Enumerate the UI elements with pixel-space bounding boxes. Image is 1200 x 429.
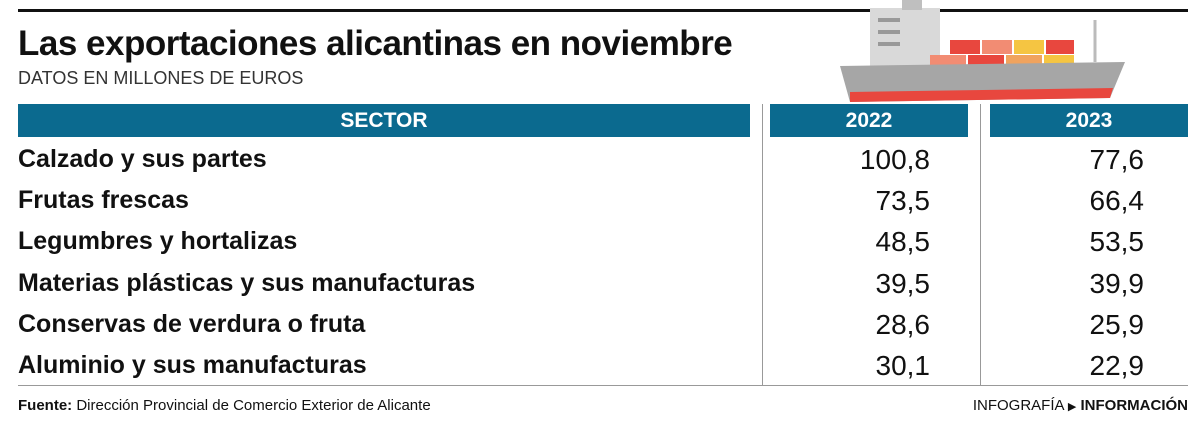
subtitle: DATOS EN MILLONES DE EUROS xyxy=(18,68,304,88)
cell-value: 39,5 xyxy=(875,267,931,299)
column-divider xyxy=(980,104,981,386)
cell-value: 66,4 xyxy=(1089,185,1145,217)
ship-illustration xyxy=(840,0,1125,102)
column-divider xyxy=(762,104,763,386)
column-header: SECTOR xyxy=(18,104,750,137)
cell-value: 77,6 xyxy=(1089,144,1145,175)
top-rule xyxy=(18,9,1188,12)
source: Fuente: Dirección Provincial de Comercio… xyxy=(18,397,431,414)
credit-brand: INFORMACIÓN xyxy=(1080,397,1189,414)
row-label: Conservas de verdura o fruta xyxy=(18,309,366,338)
row-label: Materias plásticas y sus manufacturas xyxy=(18,268,476,297)
source-label: Fuente: xyxy=(18,397,73,414)
column-header: 2023 xyxy=(990,104,1188,137)
cell-value: 73,5 xyxy=(875,185,931,217)
cell-value: 48,5 xyxy=(875,226,931,258)
row-label: Legumbres y hortalizas xyxy=(18,227,298,256)
cell-value: 53,5 xyxy=(1089,226,1145,258)
cell-value: 28,6 xyxy=(875,308,931,340)
title: Las exportaciones alicantinas en noviemb… xyxy=(18,24,733,63)
cell-value: 30,1 xyxy=(875,350,931,381)
cell-value: 39,9 xyxy=(1089,267,1145,299)
row-label: Frutas frescas xyxy=(18,186,189,215)
column-header: 2022 xyxy=(770,104,968,137)
row-label: Calzado y sus partes xyxy=(18,145,267,173)
credit: INFOGRAFÍA ▶ INFORMACIÓN xyxy=(973,397,1188,414)
credit-section: INFOGRAFÍA xyxy=(972,397,1064,414)
arrow-icon: ▶ xyxy=(1067,401,1077,413)
bottom-rule xyxy=(18,385,1188,386)
row-label: Aluminio y sus manufacturas xyxy=(18,351,367,379)
source-text: Dirección Provincial de Comercio Exterio… xyxy=(76,397,431,414)
cell-value: 100,8 xyxy=(859,144,930,175)
cell-value: 25,9 xyxy=(1089,308,1145,340)
cell-value: 22,9 xyxy=(1089,350,1145,381)
